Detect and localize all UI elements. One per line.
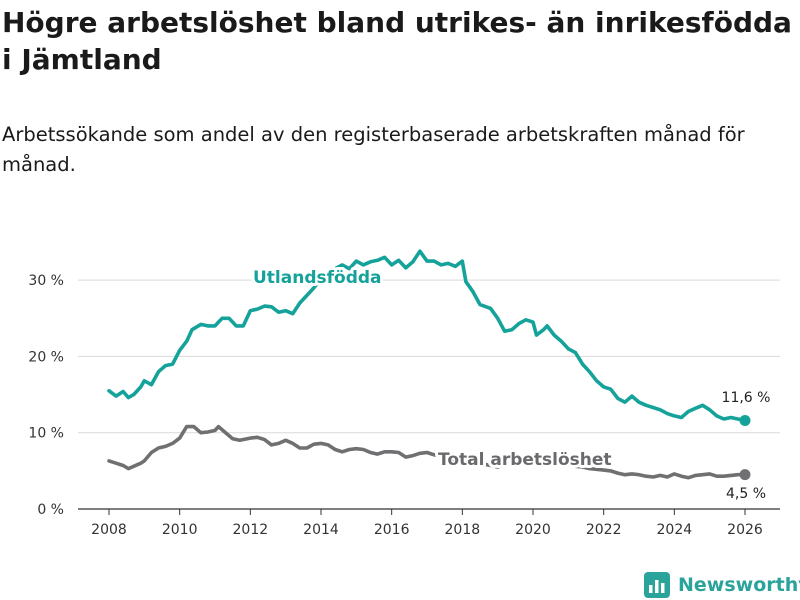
end-point-utlandsfodda xyxy=(739,415,751,427)
brand-name: Newsworthy xyxy=(678,574,800,596)
y-tick-label: 30 % xyxy=(28,273,64,289)
end-label-utlandsfodda: 11,6 % xyxy=(722,390,771,406)
bar-chart-logo-icon xyxy=(644,572,670,598)
chart-title: Högre arbetslöshet bland utrikes- än inr… xyxy=(2,6,792,76)
y-tick-label: 10 % xyxy=(28,426,64,442)
series-label-utlandsfodda-halo: Utlandsfödda xyxy=(253,268,382,288)
series-label-utlandsfodda: Utlandsfödda xyxy=(253,268,382,288)
end-point-total xyxy=(739,469,751,481)
gridlines xyxy=(78,279,780,510)
x-tick-label: 2008 xyxy=(91,522,127,538)
end-label-total: 4,5 % xyxy=(726,486,766,502)
chart-subtitle: Arbetssökande som andel av den registerb… xyxy=(2,123,745,176)
x-tick-label: 2024 xyxy=(657,522,693,538)
y-axis-ticks: 0 % 10 % 20 % 30 % xyxy=(28,273,64,518)
series-label-total: Total arbetslöshet xyxy=(438,450,612,470)
x-tick-label: 2016 xyxy=(374,522,410,538)
y-tick-label: 0 % xyxy=(37,502,64,518)
series-line-total xyxy=(107,424,747,480)
x-tick-label: 2026 xyxy=(727,522,763,538)
x-axis-ticks: 2008 2010 2012 2014 2016 2018 2020 2022 2024 2026 xyxy=(91,509,763,538)
x-tick-label: 2010 xyxy=(162,522,198,538)
x-tick-label: 2018 xyxy=(445,522,481,538)
x-tick-label: 2020 xyxy=(515,522,551,538)
x-tick-label: 2014 xyxy=(303,522,339,538)
brand-logo[interactable]: Newsworthy xyxy=(644,570,800,600)
x-tick-label: 2012 xyxy=(233,522,269,538)
series-lines xyxy=(107,249,751,481)
x-tick-label: 2022 xyxy=(586,522,622,538)
y-tick-label: 20 % xyxy=(28,349,64,365)
series-line-utlandsfodda xyxy=(107,249,747,423)
series-label-total-halo: Total arbetslöshet xyxy=(438,450,612,470)
